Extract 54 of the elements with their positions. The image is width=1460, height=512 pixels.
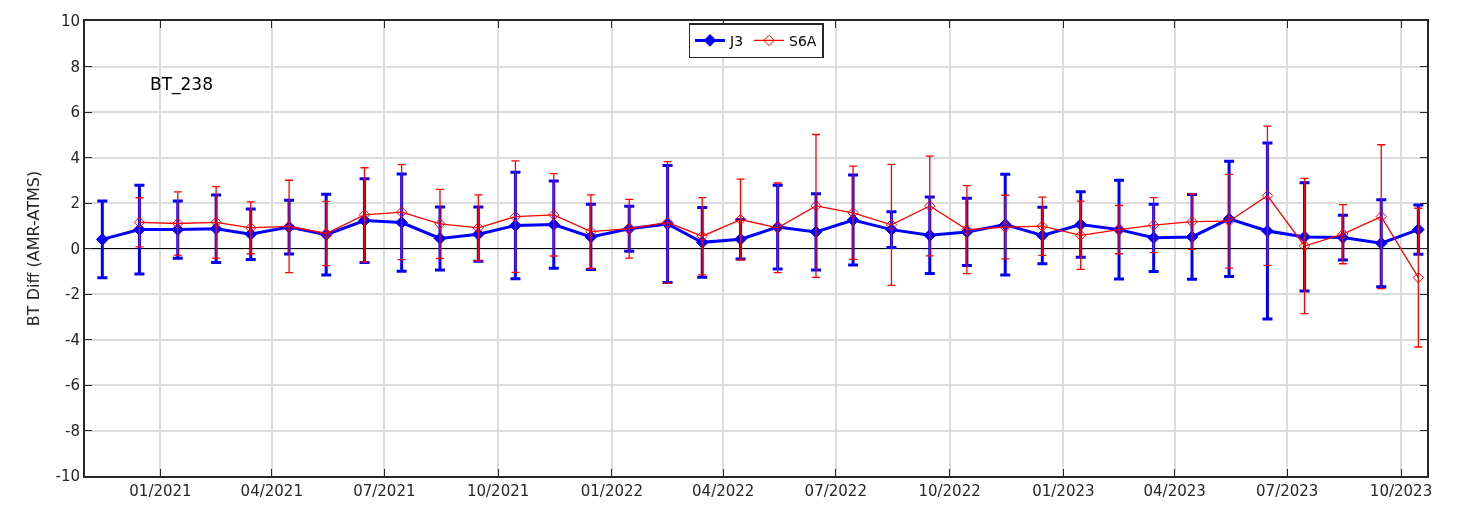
point bbox=[245, 222, 257, 234]
x-tick-label: 10/2021 bbox=[466, 482, 530, 500]
point bbox=[1261, 190, 1274, 202]
y-tick-label: 2 bbox=[70, 194, 80, 213]
y-tick-label: 4 bbox=[70, 148, 80, 167]
point bbox=[434, 218, 446, 230]
legend-label: S6A bbox=[789, 32, 817, 49]
point bbox=[810, 200, 822, 212]
point bbox=[472, 222, 485, 234]
point bbox=[924, 200, 936, 212]
annotation: BT_238 bbox=[150, 74, 213, 95]
y-tick-label: -6 bbox=[65, 376, 80, 395]
point bbox=[734, 213, 747, 226]
legend-label: J3 bbox=[729, 32, 744, 49]
point bbox=[95, 233, 109, 246]
point bbox=[696, 230, 708, 242]
x-tick-label: 10/2022 bbox=[918, 482, 981, 500]
point bbox=[395, 206, 408, 218]
point bbox=[210, 216, 222, 229]
x-tick-label: 07/2022 bbox=[804, 482, 867, 500]
y-tick-label: 10 bbox=[60, 12, 80, 31]
point bbox=[1036, 220, 1049, 232]
y-tick-label: -4 bbox=[65, 330, 80, 349]
x-tick-label: 10/2023 bbox=[1369, 482, 1433, 500]
point bbox=[1186, 215, 1198, 228]
point bbox=[585, 225, 597, 238]
x-tick-label: 07/2023 bbox=[1256, 482, 1319, 500]
x-tick-label: 04/2021 bbox=[240, 482, 303, 500]
y-tick-label: -8 bbox=[65, 421, 80, 440]
x-tick-label: 04/2022 bbox=[692, 482, 755, 500]
y-axis-title: BT Diff (AMR-ATMS) bbox=[23, 170, 43, 327]
y-tick-label: -10 bbox=[55, 467, 80, 486]
point bbox=[548, 209, 560, 221]
y-tick-label: 6 bbox=[70, 103, 80, 122]
point bbox=[1074, 229, 1087, 242]
point bbox=[1412, 271, 1425, 284]
x-tick-label: 01/2021 bbox=[129, 482, 192, 500]
y-tick-label: -2 bbox=[65, 285, 80, 304]
x-tick-label: 04/2023 bbox=[1143, 482, 1206, 500]
point bbox=[847, 207, 859, 219]
x-tick-label: 07/2021 bbox=[353, 482, 416, 500]
point bbox=[509, 210, 522, 223]
point bbox=[172, 217, 184, 230]
point bbox=[133, 216, 146, 229]
point bbox=[1337, 228, 1349, 240]
point bbox=[885, 219, 898, 231]
y-tick-label: 8 bbox=[70, 57, 80, 76]
y-tick-label: 0 bbox=[70, 239, 80, 258]
x-tick-label: 01/2022 bbox=[580, 482, 644, 500]
x-tick-label: 01/2023 bbox=[1032, 482, 1095, 500]
point bbox=[358, 209, 371, 221]
point bbox=[1298, 240, 1311, 252]
point bbox=[1147, 219, 1160, 231]
point bbox=[1375, 210, 1387, 223]
